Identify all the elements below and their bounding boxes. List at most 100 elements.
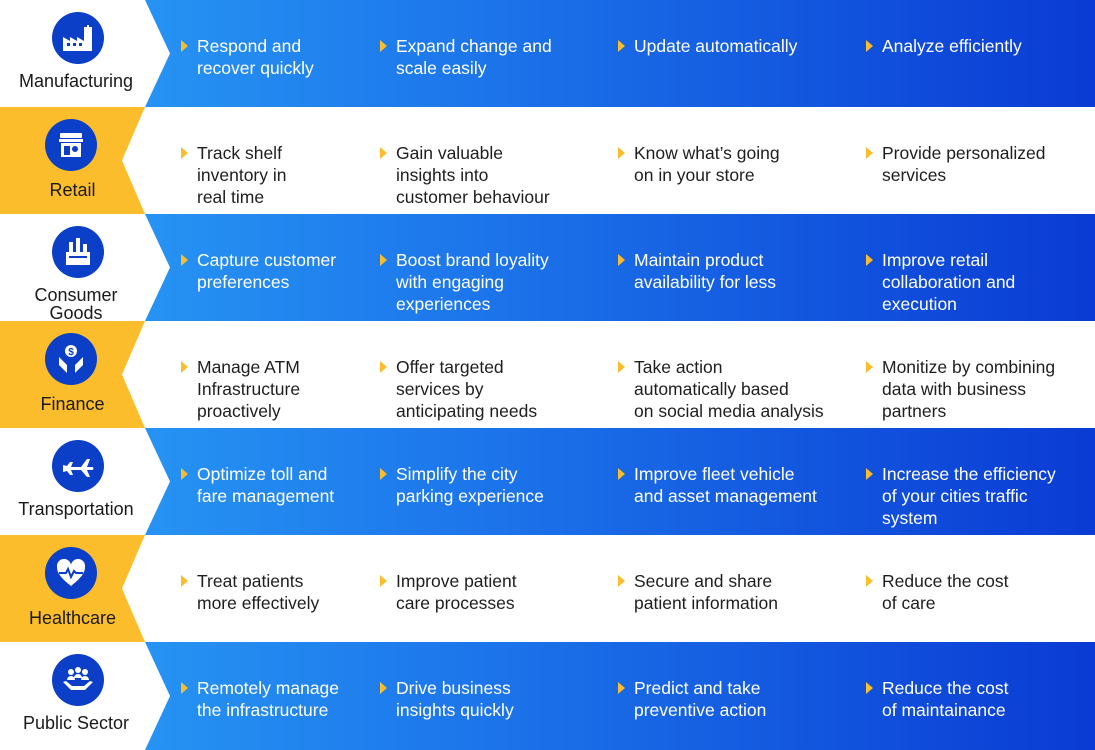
bullet-arrow-icon [181, 361, 188, 373]
airplane-icon [52, 440, 104, 492]
row-band [122, 107, 1095, 214]
benefit-text: Update automatically [634, 36, 798, 56]
benefit-item: Increase the efficiency of your cities t… [866, 463, 1056, 529]
bullet-arrow-icon [618, 40, 625, 52]
industry-label: Manufacturing [18, 71, 134, 91]
bullet-arrow-icon [380, 254, 387, 266]
benefit-text: Improve retail collaboration and executi… [882, 250, 1016, 314]
benefit-text: Reduce the cost of maintainance [882, 678, 1009, 720]
benefit-item: Boost brand loyality with engaging exper… [380, 249, 549, 315]
bullet-arrow-icon [618, 682, 625, 694]
benefit-text: Analyze efficiently [882, 36, 1022, 56]
bullet-arrow-icon [380, 361, 387, 373]
row-transportation: Transportation Optimize toll and fare man… [0, 428, 1095, 535]
bullet-arrow-icon [866, 40, 873, 52]
industry-label: Retail [49, 180, 96, 200]
industry-label: Healthcare [28, 608, 117, 628]
benefit-text: Expand change and scale easily [396, 36, 552, 78]
bullet-arrow-icon [181, 254, 188, 266]
benefit-text: Boost brand loyality with engaging exper… [396, 250, 549, 314]
bullet-arrow-icon [380, 468, 387, 480]
benefit-text: Provide personalized services [882, 143, 1046, 185]
row-band [122, 321, 1095, 428]
benefit-item: Respond and recover quickly [181, 35, 314, 79]
benefit-item: Drive business insights quickly [380, 677, 514, 721]
bullet-arrow-icon [380, 147, 387, 159]
benefit-text: Respond and recover quickly [197, 36, 314, 78]
row-band [145, 428, 1095, 535]
row-band [145, 642, 1095, 750]
bullet-arrow-icon [618, 254, 625, 266]
benefit-text: Simplify the city parking experience [396, 464, 544, 506]
bullet-arrow-icon [181, 468, 188, 480]
row-finance: $ Finance Manage ATM Infrastructure proac… [0, 321, 1095, 428]
bullet-arrow-icon [866, 147, 873, 159]
people-hands-icon [52, 654, 104, 706]
row-consumer-goods: Consumer Goods Capture customer preferenc… [0, 214, 1095, 321]
bullet-arrow-icon [866, 361, 873, 373]
benefit-text: Remotely manage the infrastructure [197, 678, 340, 720]
bullet-arrow-icon [618, 147, 625, 159]
benefit-item: Reduce the cost of care [866, 570, 1009, 614]
store-icon [45, 119, 97, 171]
products-icon [52, 226, 104, 278]
bullet-arrow-icon [618, 468, 625, 480]
benefit-text: Take action automatically based on socia… [634, 357, 824, 421]
benefit-item: Capture customer preferences [181, 249, 337, 293]
benefit-text: Know what’s going on in your store [634, 143, 780, 185]
bullet-arrow-icon [380, 575, 387, 587]
benefit-text: Capture customer preferences [197, 250, 337, 292]
factory-icon [52, 12, 104, 64]
bullet-arrow-icon [866, 575, 873, 587]
bullet-arrow-icon [181, 575, 188, 587]
row-healthcare: Healthcare Treat patients more effectivel… [0, 535, 1095, 642]
benefit-text: Gain valuable insights into customer beh… [396, 143, 550, 207]
heart-pulse-icon [45, 547, 97, 599]
benefit-item: Monitize by combining data with business… [866, 356, 1056, 422]
svg-text:$: $ [68, 347, 74, 358]
bullet-arrow-icon [380, 682, 387, 694]
benefit-item: Take action automatically based on socia… [618, 356, 824, 422]
benefit-item: Offer targeted services by anticipating … [380, 356, 537, 422]
bullet-arrow-icon [181, 147, 188, 159]
row-band [145, 214, 1095, 321]
benefit-item: Expand change and scale easily [380, 35, 552, 79]
benefit-text: Improve patient care processes [396, 571, 517, 613]
benefit-item: Know what’s going on in your store [618, 142, 780, 186]
industry-label: Transportation [18, 499, 134, 519]
benefit-item: Manage ATM Infrastructure proactively [181, 356, 301, 422]
benefit-text: Manage ATM Infrastructure proactively [197, 357, 301, 421]
benefit-item: Gain valuable insights into customer beh… [380, 142, 550, 208]
benefit-text: Monitize by combining data with business… [882, 357, 1056, 421]
row-retail: Retail Track shelf inventory in real time… [0, 107, 1095, 214]
benefit-text: Drive business insights quickly [396, 678, 514, 720]
industry-label: Consumer Goods [34, 285, 118, 321]
bullet-arrow-icon [618, 361, 625, 373]
benefit-text: Increase the efficiency of your cities t… [882, 464, 1056, 528]
benefit-item: Analyze efficiently [866, 35, 1022, 57]
money-hands-icon: $ [45, 333, 97, 385]
bullet-arrow-icon [380, 40, 387, 52]
benefit-text: Predict and take preventive action [634, 678, 767, 720]
benefit-item: Simplify the city parking experience [380, 463, 544, 507]
benefit-text: Secure and share patient information [634, 571, 778, 613]
benefit-text: Maintain product availability for less [634, 250, 776, 292]
bullet-arrow-icon [866, 254, 873, 266]
benefit-item: Secure and share patient information [618, 570, 778, 614]
row-public-sector: Public Sector Remotely manage the infrast… [0, 642, 1095, 750]
bullet-arrow-icon [181, 682, 188, 694]
benefit-text: Optimize toll and fare management [197, 464, 335, 506]
benefit-text: Reduce the cost of care [882, 571, 1009, 613]
benefit-item: Remotely manage the infrastructure [181, 677, 340, 721]
benefit-item: Treat patients more effectively [181, 570, 320, 614]
row-band [122, 535, 1095, 642]
benefit-text: Treat patients more effectively [197, 571, 320, 613]
bullet-arrow-icon [866, 682, 873, 694]
benefit-item: Track shelf inventory in real time [181, 142, 287, 208]
benefit-item: Provide personalized services [866, 142, 1046, 186]
benefit-item: Improve fleet vehicle and asset manageme… [618, 463, 817, 507]
benefit-item: Improve retail collaboration and executi… [866, 249, 1016, 315]
benefit-item: Reduce the cost of maintainance [866, 677, 1009, 721]
benefit-item: Maintain product availability for less [618, 249, 776, 293]
